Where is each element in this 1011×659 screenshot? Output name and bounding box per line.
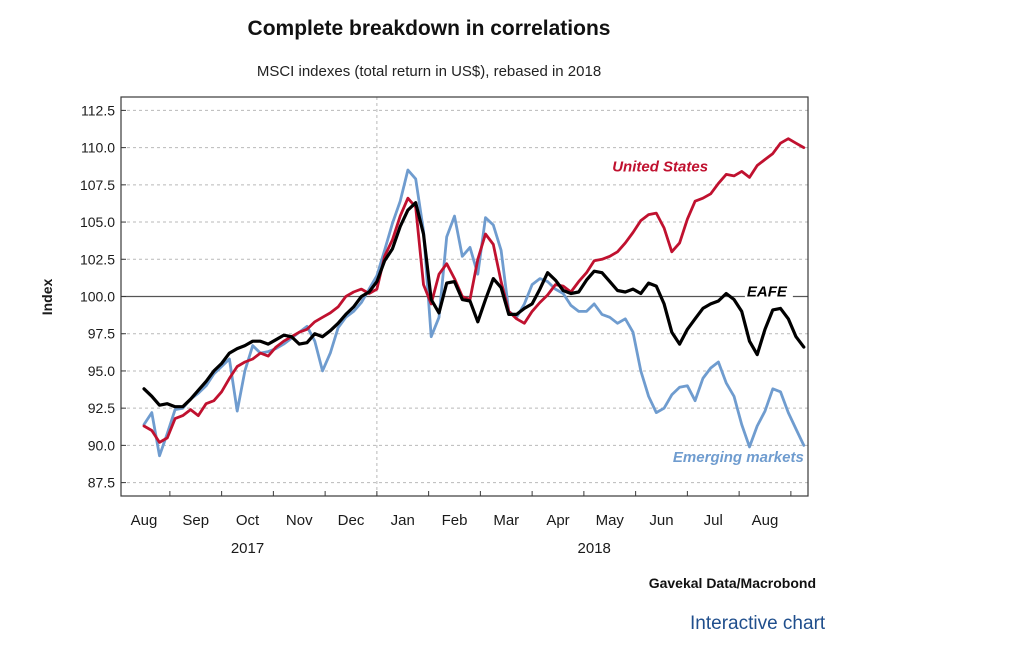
x-tick-label: Jun xyxy=(649,512,673,529)
y-tick-label: 107.5 xyxy=(80,177,115,193)
y-axis-ticks: 112.5 110.0 107.5 105.0 102.5 100.0 97.5 95.0 92… xyxy=(80,102,126,491)
y-tick-label: 90.0 xyxy=(88,437,115,453)
chart-title: Complete breakdown in correlations xyxy=(248,17,611,40)
x-tick-label: Apr xyxy=(546,512,569,529)
x-tick-label: Jan xyxy=(391,512,415,529)
x-tick-label: Feb xyxy=(442,512,468,529)
x-tick-label: Aug xyxy=(131,512,158,529)
y-tick-label: 110.0 xyxy=(81,140,115,156)
eafe-label-bg xyxy=(744,284,793,301)
year-label: 2017 xyxy=(231,540,264,557)
x-tick-label: May xyxy=(596,512,625,529)
year-label: 2018 xyxy=(578,540,611,557)
series-line-eafe xyxy=(142,201,806,409)
y-tick-label: 102.5 xyxy=(80,251,115,267)
x-axis-ticks: Aug Sep Oct Nov Dec Jan Feb Mar Apr May Jun Jul Aug 2… xyxy=(131,491,792,557)
x-tick-label: Aug xyxy=(752,512,779,529)
series-label-united-states: United States xyxy=(612,158,708,175)
y-tick-label: 95.0 xyxy=(88,363,115,379)
y-tick-label: 87.5 xyxy=(88,475,115,491)
source-note: Gavekal Data/Macrobond xyxy=(649,575,816,591)
series-labels: United States EAFE Emerging markets xyxy=(612,158,804,465)
x-tick-label: Jul xyxy=(704,512,723,529)
series-label-eafe: EAFE xyxy=(747,284,788,301)
y-tick-label: 92.5 xyxy=(88,400,115,416)
x-tick-label: Dec xyxy=(338,512,365,529)
plot-frame xyxy=(120,96,809,497)
interactive-chart-link[interactable]: Interactive chart xyxy=(690,613,826,634)
chart-subtitle: MSCI indexes (total return in US$), reba… xyxy=(257,63,601,80)
y-tick-label: 97.5 xyxy=(88,326,115,342)
series-line-united-states xyxy=(142,137,806,444)
x-tick-label: Sep xyxy=(182,512,209,529)
series-lines xyxy=(142,137,806,458)
x-tick-label: Oct xyxy=(236,512,260,529)
y-axis-label: Index xyxy=(39,279,55,316)
x-tick-label: Nov xyxy=(286,512,313,529)
y-tick-label: 112.5 xyxy=(81,102,115,118)
y-tick-label: 105.0 xyxy=(80,214,115,230)
x-tick-label: Mar xyxy=(493,512,519,529)
series-label-emerging-markets: Emerging markets xyxy=(673,449,804,466)
y-tick-label: 100.0 xyxy=(80,289,115,305)
series-line-emerging-markets xyxy=(142,168,806,458)
